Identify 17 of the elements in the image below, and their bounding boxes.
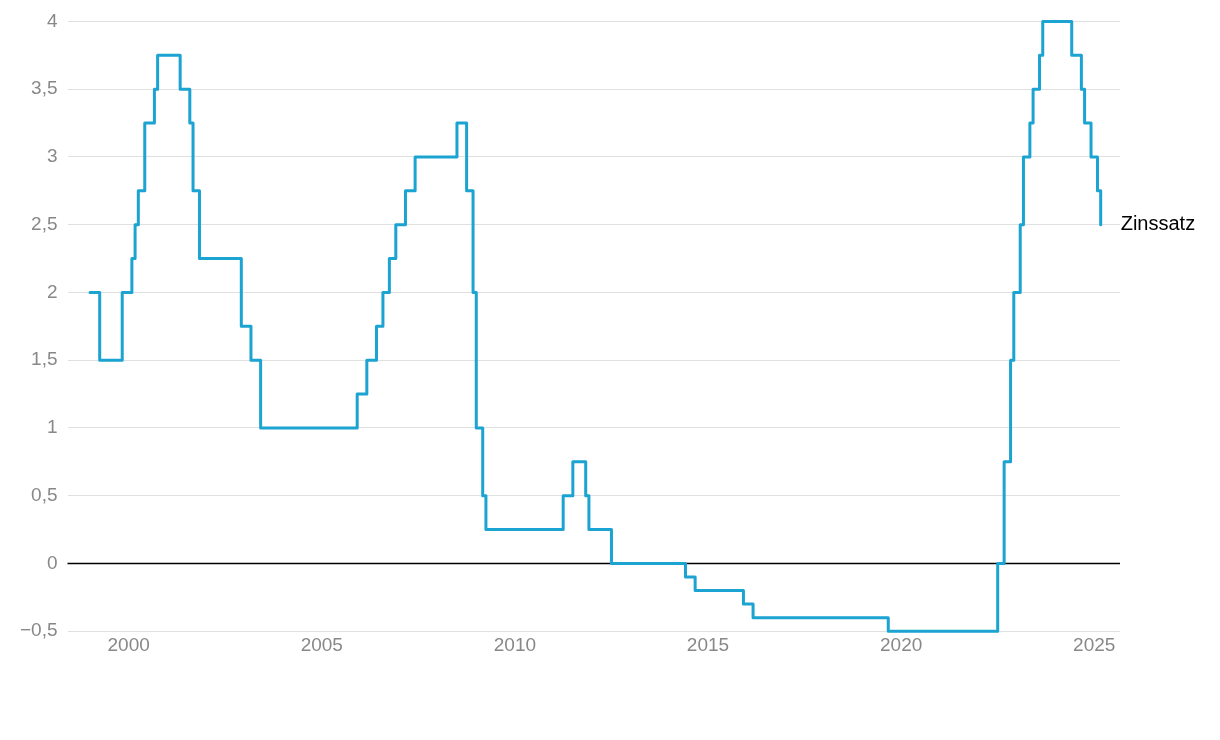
x-tick-label: 2010 xyxy=(493,633,537,655)
y-tick-label: 4 xyxy=(46,9,58,31)
x-tick-label: 2020 xyxy=(879,633,923,655)
series-label: Zinssatz xyxy=(1120,212,1196,235)
y-tick-label: 0,5 xyxy=(31,483,58,505)
y-tick-label: 0 xyxy=(46,551,58,573)
y-tick-label: 1 xyxy=(46,416,58,438)
x-tick-label: 2015 xyxy=(686,633,730,655)
y-tick-label: 3 xyxy=(46,145,58,167)
y-tick-label: 1,5 xyxy=(31,348,58,370)
y-tick-label: 2,5 xyxy=(31,212,58,234)
x-tick-label: 2000 xyxy=(107,633,150,655)
y-tick-label: 3,5 xyxy=(31,77,58,99)
y-tick-label: 2 xyxy=(46,280,58,302)
x-tick-label: 2025 xyxy=(1073,633,1116,655)
x-tick-label: 2005 xyxy=(300,633,343,655)
y-tick-label: −0,5 xyxy=(19,619,58,641)
